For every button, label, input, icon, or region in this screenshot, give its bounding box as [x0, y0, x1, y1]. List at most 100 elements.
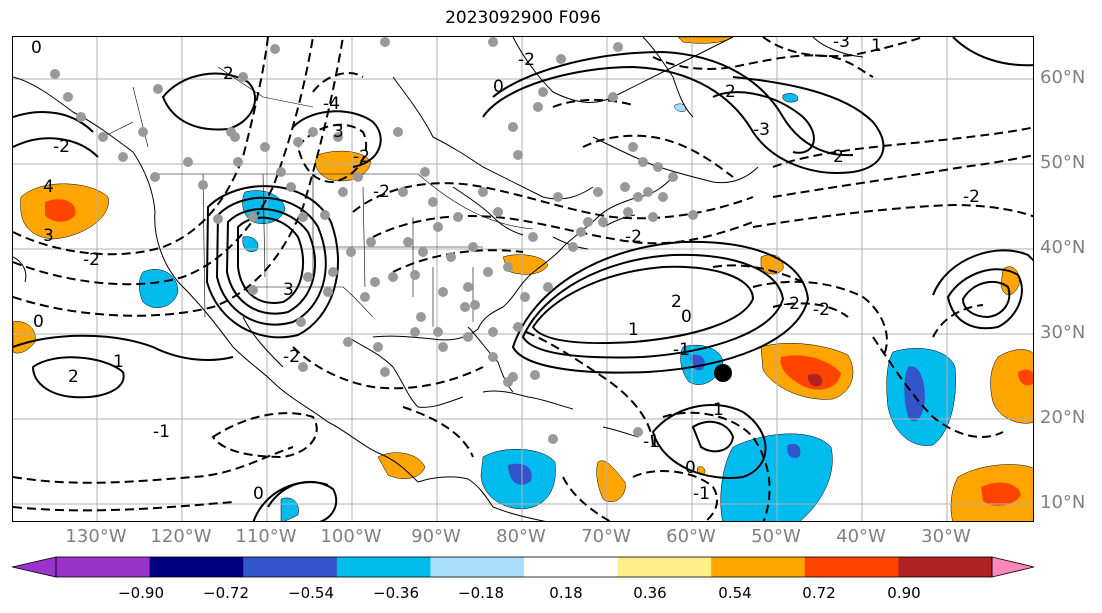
contour-label: -1 [153, 422, 170, 442]
contour-label: -2 [373, 182, 390, 202]
contour-label: 1 [113, 352, 124, 372]
patch-cyan [280, 497, 299, 521]
patch-red [981, 482, 1021, 506]
contour-label: -2 [283, 347, 300, 367]
contour-labels: 0 2 3 4 3 -2 0 -2 2 1 -2 3 -4 -2 -2 0 -2… [31, 37, 980, 504]
patch-orange [596, 460, 626, 503]
positive-contours [13, 37, 1033, 521]
contour-label: 2 [671, 292, 682, 312]
contour-label: -2 [813, 300, 830, 320]
patch-red [1018, 369, 1033, 386]
patch-orange [377, 452, 426, 479]
contour-label: -2 [783, 294, 800, 314]
lon-label-110w: 110°W [235, 526, 297, 547]
colorbar-tick: −0.18 [458, 584, 504, 602]
patch-blue [787, 443, 801, 459]
patch-cyan [139, 269, 179, 308]
storm-marker [714, 364, 732, 382]
contour-label: -1 [693, 484, 710, 504]
colorbar-segment [898, 557, 993, 577]
map-title: 2023092900 F096 [445, 8, 601, 28]
colorbar-tick: −0.36 [373, 584, 419, 602]
colorbar-tick: 0.54 [718, 584, 752, 602]
colorbar-segment [149, 557, 244, 577]
contour-label: -4 [323, 94, 340, 114]
colorbar-extend-high [992, 557, 1034, 577]
contour-label: -2 [518, 50, 535, 70]
lat-label-60n: 60°N [1040, 67, 1086, 88]
colorbar-segment [56, 557, 151, 577]
lat-label-40n: 40°N [1040, 237, 1086, 258]
colorbar-tick: −0.90 [118, 584, 164, 602]
graticule [13, 37, 1033, 521]
colorbar-tick: −0.54 [288, 584, 334, 602]
lon-label-70w: 70°W [581, 526, 631, 547]
patch-darkred [807, 373, 823, 387]
map-canvas: 0 2 3 4 3 -2 0 -2 2 1 -2 3 -4 -2 -2 0 -2… [13, 37, 1033, 521]
lon-label-130w: 130°W [65, 526, 127, 547]
contour-label: 4 [43, 177, 54, 197]
colorbar-tick: 0.36 [633, 584, 667, 602]
contour-label: 0 [253, 484, 264, 504]
patch-orange [990, 349, 1033, 424]
patch-cyan [674, 103, 686, 112]
contour-label: 0 [33, 312, 44, 332]
colorbar-tick: 0.18 [549, 584, 583, 602]
lon-label-80w: 80°W [496, 526, 546, 547]
contour-label: -1 [643, 432, 660, 452]
contour-label: 2 [68, 367, 79, 387]
patch-cyan [242, 236, 259, 253]
colorbar-tick: 0.72 [802, 584, 836, 602]
lon-label-60w: 60°W [666, 526, 716, 547]
lon-label-100w: 100°W [320, 526, 382, 547]
lon-label-50w: 50°W [751, 526, 801, 547]
contour-label: 3 [283, 280, 294, 300]
patch-red [45, 199, 76, 222]
contour-label: 3 [333, 122, 344, 142]
lat-label-30n: 30°N [1040, 322, 1086, 343]
lon-label-90w: 90°W [411, 526, 461, 547]
patch-orange [677, 37, 734, 44]
colorbar-segment [617, 557, 712, 577]
station-dots [50, 37, 698, 444]
lon-label-30w: 30°W [921, 526, 971, 547]
anomaly-patches [13, 37, 1033, 521]
patch-cyan [782, 93, 799, 103]
lon-label-120w: 120°W [150, 526, 212, 547]
contour-label: 2 [223, 64, 234, 84]
contour-label: 2 [833, 147, 844, 167]
contour-label: -2 [353, 147, 370, 167]
contour-label: 0 [681, 307, 692, 327]
colorbar-segment [430, 557, 525, 577]
patch-blue [508, 463, 532, 485]
coastlines [13, 37, 864, 521]
contour-label: 0 [493, 77, 504, 97]
colorbar-segment [524, 557, 619, 577]
contour-label: 1 [713, 400, 724, 420]
contour-label: 0 [685, 458, 696, 478]
map-panel: 0 2 3 4 3 -2 0 -2 2 1 -2 3 -4 -2 -2 0 -2… [12, 36, 1034, 522]
lat-label-50n: 50°N [1040, 152, 1086, 173]
contour-label: -2 [53, 137, 70, 157]
contour-label: 1 [871, 37, 882, 56]
lat-label-10n: 10°N [1040, 492, 1086, 513]
lon-label-40w: 40°W [836, 526, 886, 547]
contour-label: 2 [725, 82, 736, 102]
colorbar-segment [711, 557, 806, 577]
contour-label: -3 [833, 37, 850, 52]
contour-label: -3 [753, 120, 770, 140]
contour-label: 3 [43, 226, 54, 246]
contour-label: 0 [31, 38, 42, 58]
contour-label: -1 [673, 340, 690, 360]
contour-label: -2 [963, 187, 980, 207]
colorbar-extend-low [12, 557, 56, 577]
colorbar-segment [804, 557, 899, 577]
colorbar-segment [243, 557, 338, 577]
contour-label: -2 [83, 250, 100, 270]
patch-blue [904, 366, 925, 422]
contour-label: 1 [628, 320, 639, 340]
contour-label: -2 [625, 227, 642, 247]
colorbar-tick: 0.90 [887, 584, 921, 602]
lat-label-20n: 20°N [1040, 407, 1086, 428]
colorbar-segment [336, 557, 431, 577]
